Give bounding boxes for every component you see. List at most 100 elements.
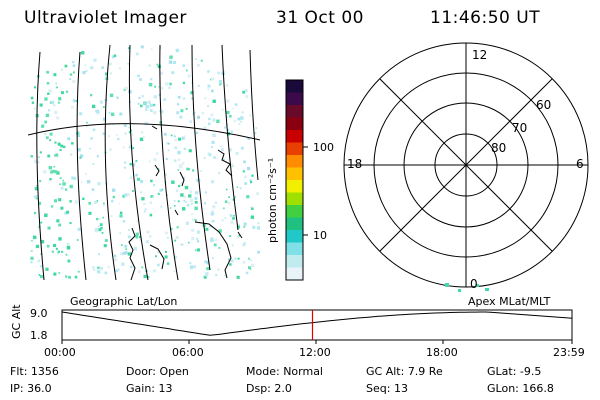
aurora-pixel	[92, 128, 96, 131]
aurora-pixel	[118, 203, 121, 205]
aurora-pixel	[101, 66, 104, 69]
aurora-pixel	[112, 195, 115, 199]
aurora-pixel	[96, 155, 99, 158]
earth-image	[28, 44, 260, 280]
aurora-pixel	[237, 223, 241, 227]
aurora-pixel	[148, 160, 151, 163]
aurora-pixel	[30, 256, 34, 260]
aurora-pixel	[56, 171, 60, 175]
aurora-pixel	[233, 196, 237, 199]
aurora-pixel	[190, 91, 194, 95]
aurora-pixel	[77, 148, 81, 152]
aurora-pixel	[130, 265, 133, 268]
aurora-pixel	[70, 153, 73, 156]
aurora-pixel	[72, 60, 75, 64]
aurora-pixel	[104, 76, 107, 79]
aurora-pixel	[182, 207, 186, 211]
aurora-pixel	[116, 96, 119, 99]
aurora-pixel	[191, 228, 195, 232]
aurora-pixel	[157, 250, 161, 254]
aurora-pixel	[49, 178, 52, 181]
aurora-pixel	[213, 243, 217, 247]
aurora-pixel	[222, 70, 226, 74]
timeline-axis-label: GC Alt	[10, 304, 23, 339]
aurora-pixel	[146, 230, 150, 234]
aurora-pixel	[81, 51, 85, 55]
aurora-pixel	[51, 250, 54, 253]
aurora-pixel	[177, 200, 180, 203]
aurora-pixel	[182, 162, 185, 165]
aurora-pixel	[86, 121, 88, 124]
aurora-pixel	[197, 63, 200, 67]
lat-label-60: 60	[536, 98, 552, 112]
aurora-pixel	[49, 139, 52, 142]
aurora-pixel	[205, 227, 209, 231]
aurora-pixel	[183, 135, 186, 138]
aurora-pixel	[203, 126, 207, 130]
aurora-pixel	[69, 222, 72, 225]
aurora-pixel	[167, 149, 170, 152]
info-ip: IP: 36.0	[10, 382, 52, 395]
geographic-label: Geographic Lat/Lon	[70, 295, 178, 308]
aurora-pixel	[173, 205, 176, 207]
aurora-pixel	[250, 215, 255, 219]
aurora-pixel	[96, 109, 100, 113]
aurora-pixel	[229, 235, 232, 238]
aurora-pixel	[142, 135, 145, 138]
aurora-pixel	[224, 126, 227, 129]
aurora-pixel	[249, 179, 252, 182]
aurora-pixel	[204, 97, 207, 100]
colorbar-swatch	[286, 142, 303, 156]
aurora-pixel	[115, 134, 118, 136]
polar-grid	[343, 42, 589, 288]
aurora-pixel	[175, 48, 179, 53]
aurora-pixel	[96, 217, 99, 221]
aurora-pixel	[98, 253, 100, 256]
aurora-pixel	[39, 180, 42, 183]
image-time: 11:46:50 UT	[430, 8, 541, 28]
aurora-pixel	[134, 161, 137, 164]
aurora-pixel	[220, 145, 223, 148]
aurora-pixel	[208, 122, 211, 125]
aurora-pixel	[218, 229, 222, 233]
aurora-pixel	[122, 220, 125, 223]
aurora-pixel	[51, 205, 54, 208]
aurora-pixel	[174, 239, 177, 242]
altitude-curve	[61, 311, 573, 336]
aurora-pixel	[177, 96, 181, 99]
aurora-pixel	[33, 86, 36, 89]
aurora-pixel	[176, 111, 180, 115]
aurora-pixel	[242, 170, 245, 173]
aurora-pixel	[47, 154, 51, 158]
aurora-pixel	[165, 141, 169, 145]
coastlines	[128, 125, 243, 280]
colorbar-swatch	[286, 130, 303, 143]
aurora-pixel	[217, 71, 221, 75]
aurora-pixel	[191, 97, 194, 100]
aurora-pixel	[114, 258, 118, 262]
colorbar-swatch	[286, 205, 303, 218]
aurora-pixel	[205, 272, 209, 275]
aurora-pixel	[236, 275, 240, 279]
aurora-pixel	[125, 248, 127, 250]
aurora-pixel	[177, 158, 181, 161]
aurora-pixel	[207, 84, 211, 88]
aurora-pixel	[84, 64, 87, 67]
aurora-pixel	[97, 225, 100, 228]
aurora-pixel	[101, 232, 104, 234]
aurora-pixel	[178, 184, 181, 188]
aurora-pixel	[67, 259, 71, 263]
aurora-pixel	[221, 148, 224, 152]
aurora-pixel	[148, 64, 151, 67]
aurora-pixel	[196, 240, 200, 243]
aurora-pixel	[100, 266, 103, 270]
aurora-pixel	[47, 92, 50, 95]
aurora-pixel	[91, 188, 95, 191]
aurora-pixel	[141, 95, 144, 98]
aurora-pixel	[135, 173, 138, 177]
aurora-pixel	[226, 116, 228, 118]
aurora-pixel	[166, 262, 170, 265]
aurora-pixel	[168, 60, 173, 64]
aurora-pixel	[93, 58, 97, 62]
aurora-pixel	[102, 216, 104, 219]
